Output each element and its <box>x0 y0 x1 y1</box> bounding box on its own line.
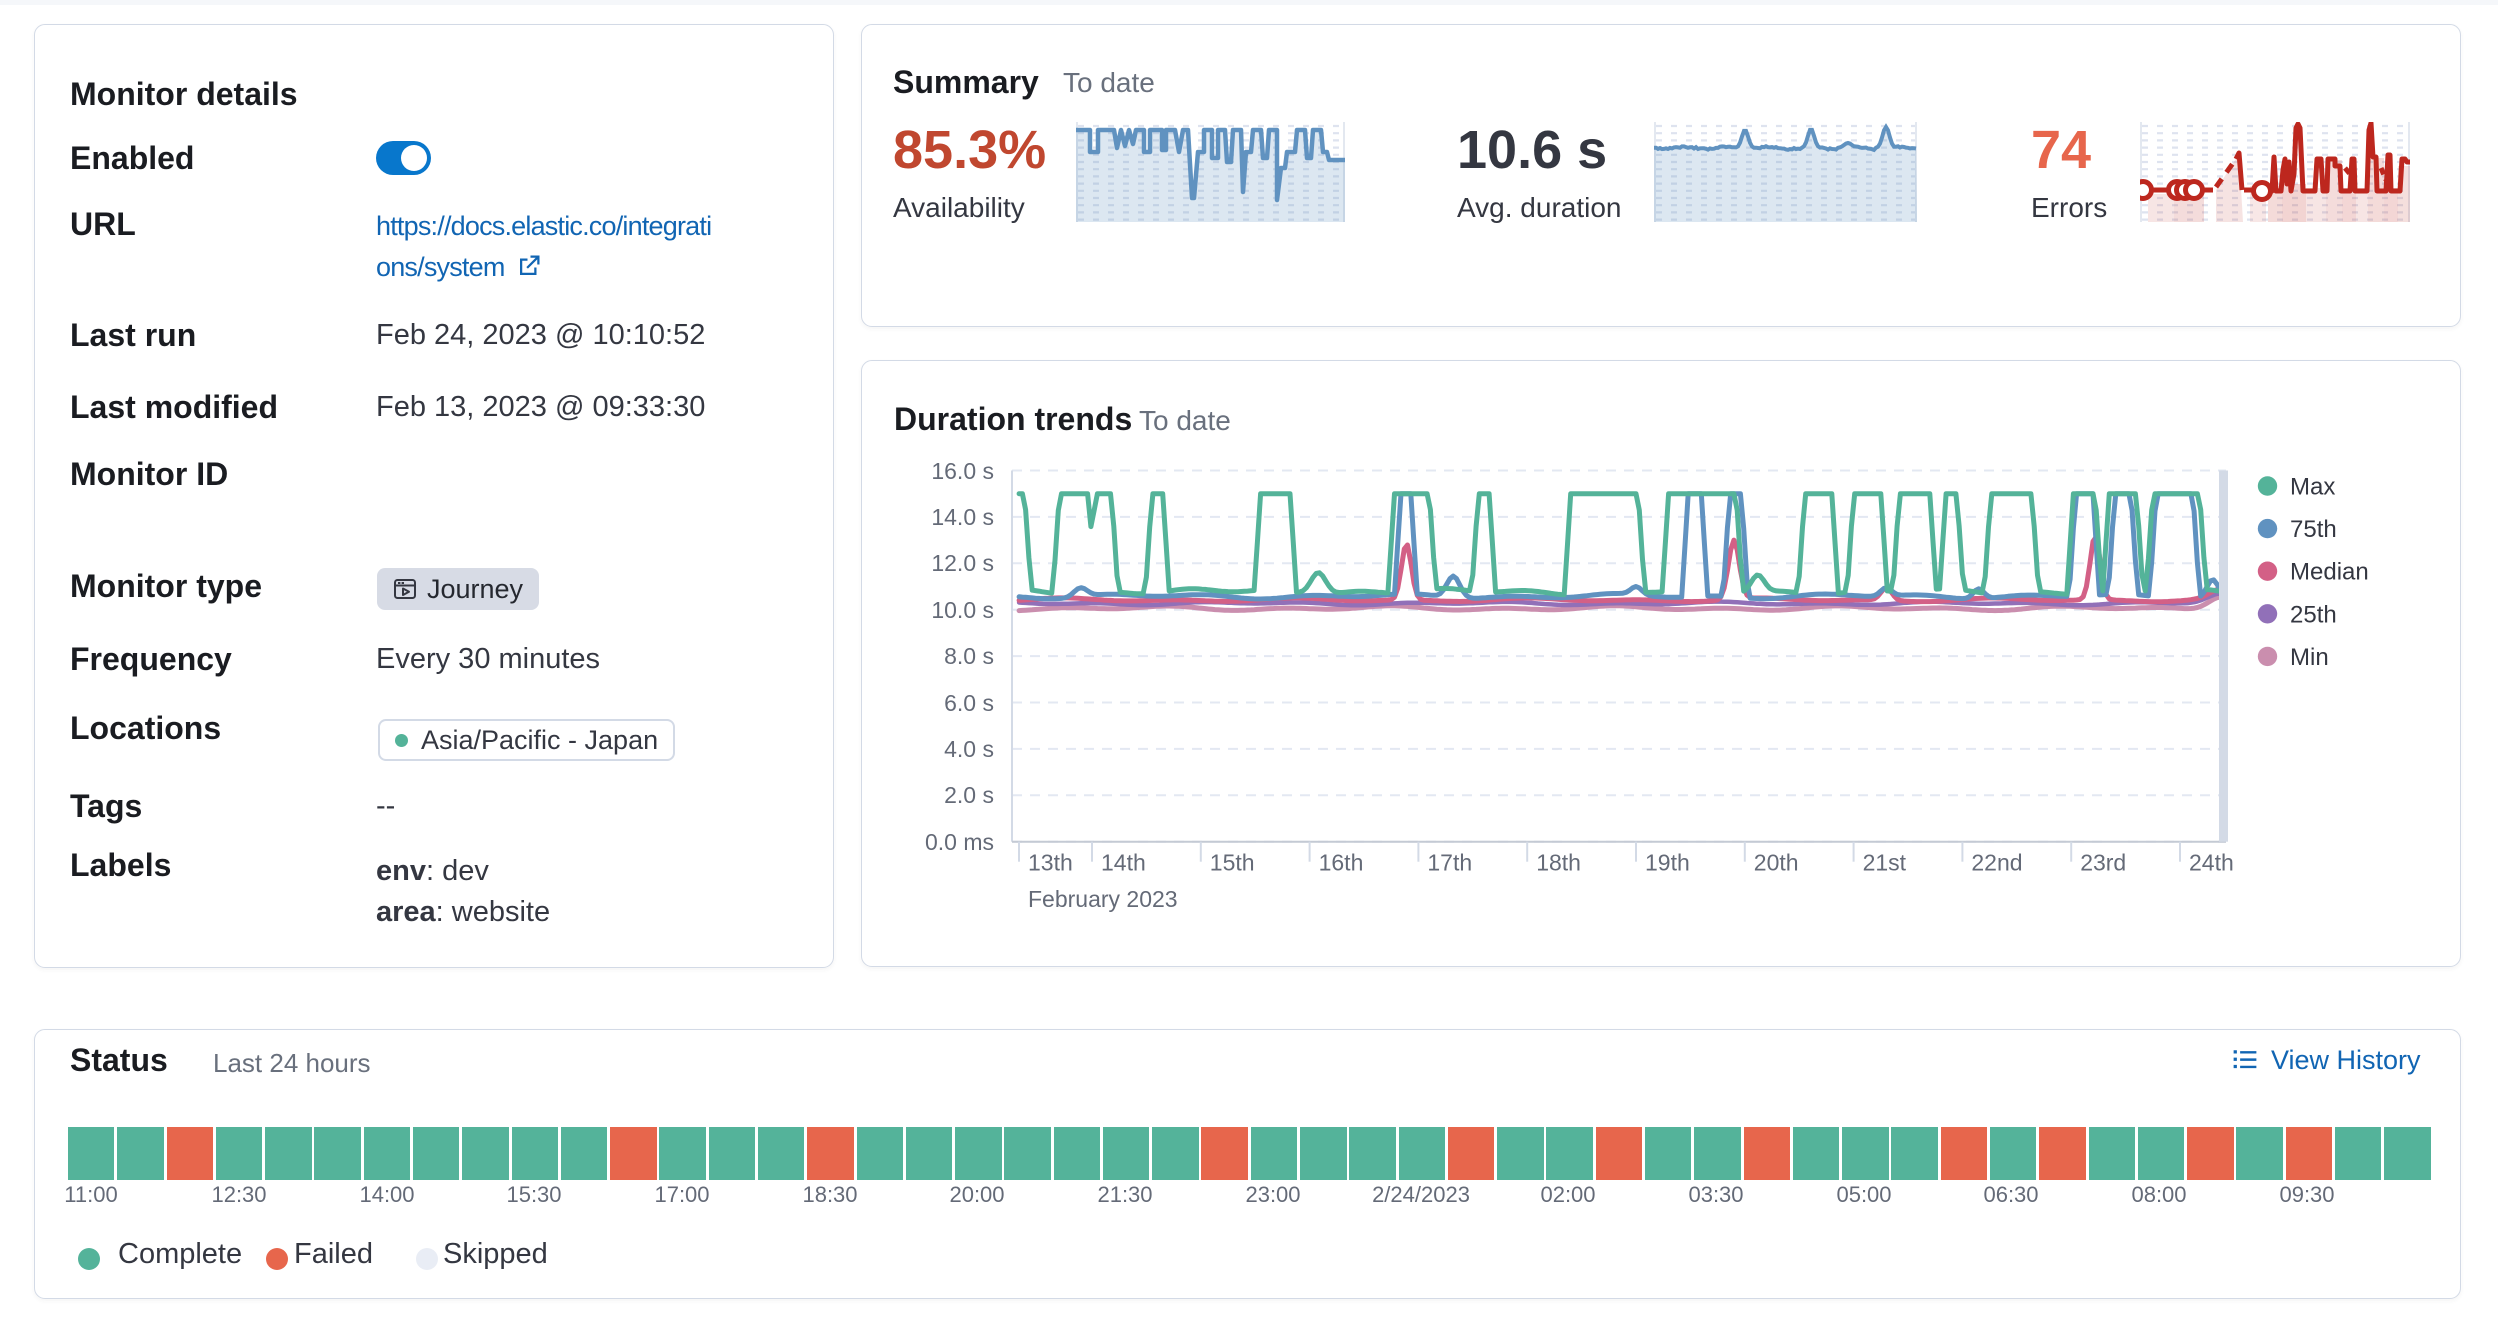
svg-text:February 2023: February 2023 <box>1028 886 1178 912</box>
svg-text:12.0 s: 12.0 s <box>931 550 994 576</box>
svg-text:24th: 24th <box>2189 850 2234 876</box>
svg-text:19th: 19th <box>1645 850 1690 876</box>
svg-text:Median: Median <box>2290 559 2369 586</box>
svg-text:23rd: 23rd <box>2080 850 2126 876</box>
svg-text:21st: 21st <box>1863 850 1907 876</box>
svg-text:0.0 ms: 0.0 ms <box>925 829 994 855</box>
svg-text:14.0 s: 14.0 s <box>931 504 994 530</box>
svg-text:14th: 14th <box>1101 850 1146 876</box>
svg-text:16th: 16th <box>1319 850 1364 876</box>
svg-text:Min: Min <box>2290 644 2329 671</box>
svg-text:6.0 s: 6.0 s <box>944 690 994 716</box>
svg-text:Max: Max <box>2290 474 2335 501</box>
svg-text:20th: 20th <box>1754 850 1799 876</box>
svg-text:75th: 75th <box>2290 516 2337 543</box>
svg-text:2.0 s: 2.0 s <box>944 782 994 808</box>
svg-text:4.0 s: 4.0 s <box>944 736 994 762</box>
svg-text:8.0 s: 8.0 s <box>944 643 994 669</box>
svg-text:15th: 15th <box>1210 850 1255 876</box>
svg-text:25th: 25th <box>2290 601 2337 628</box>
svg-text:18th: 18th <box>1536 850 1581 876</box>
svg-text:10.0 s: 10.0 s <box>931 597 994 623</box>
svg-text:16.0 s: 16.0 s <box>931 458 994 484</box>
svg-text:22nd: 22nd <box>1971 850 2022 876</box>
svg-text:17th: 17th <box>1427 850 1472 876</box>
svg-text:13th: 13th <box>1028 850 1073 876</box>
